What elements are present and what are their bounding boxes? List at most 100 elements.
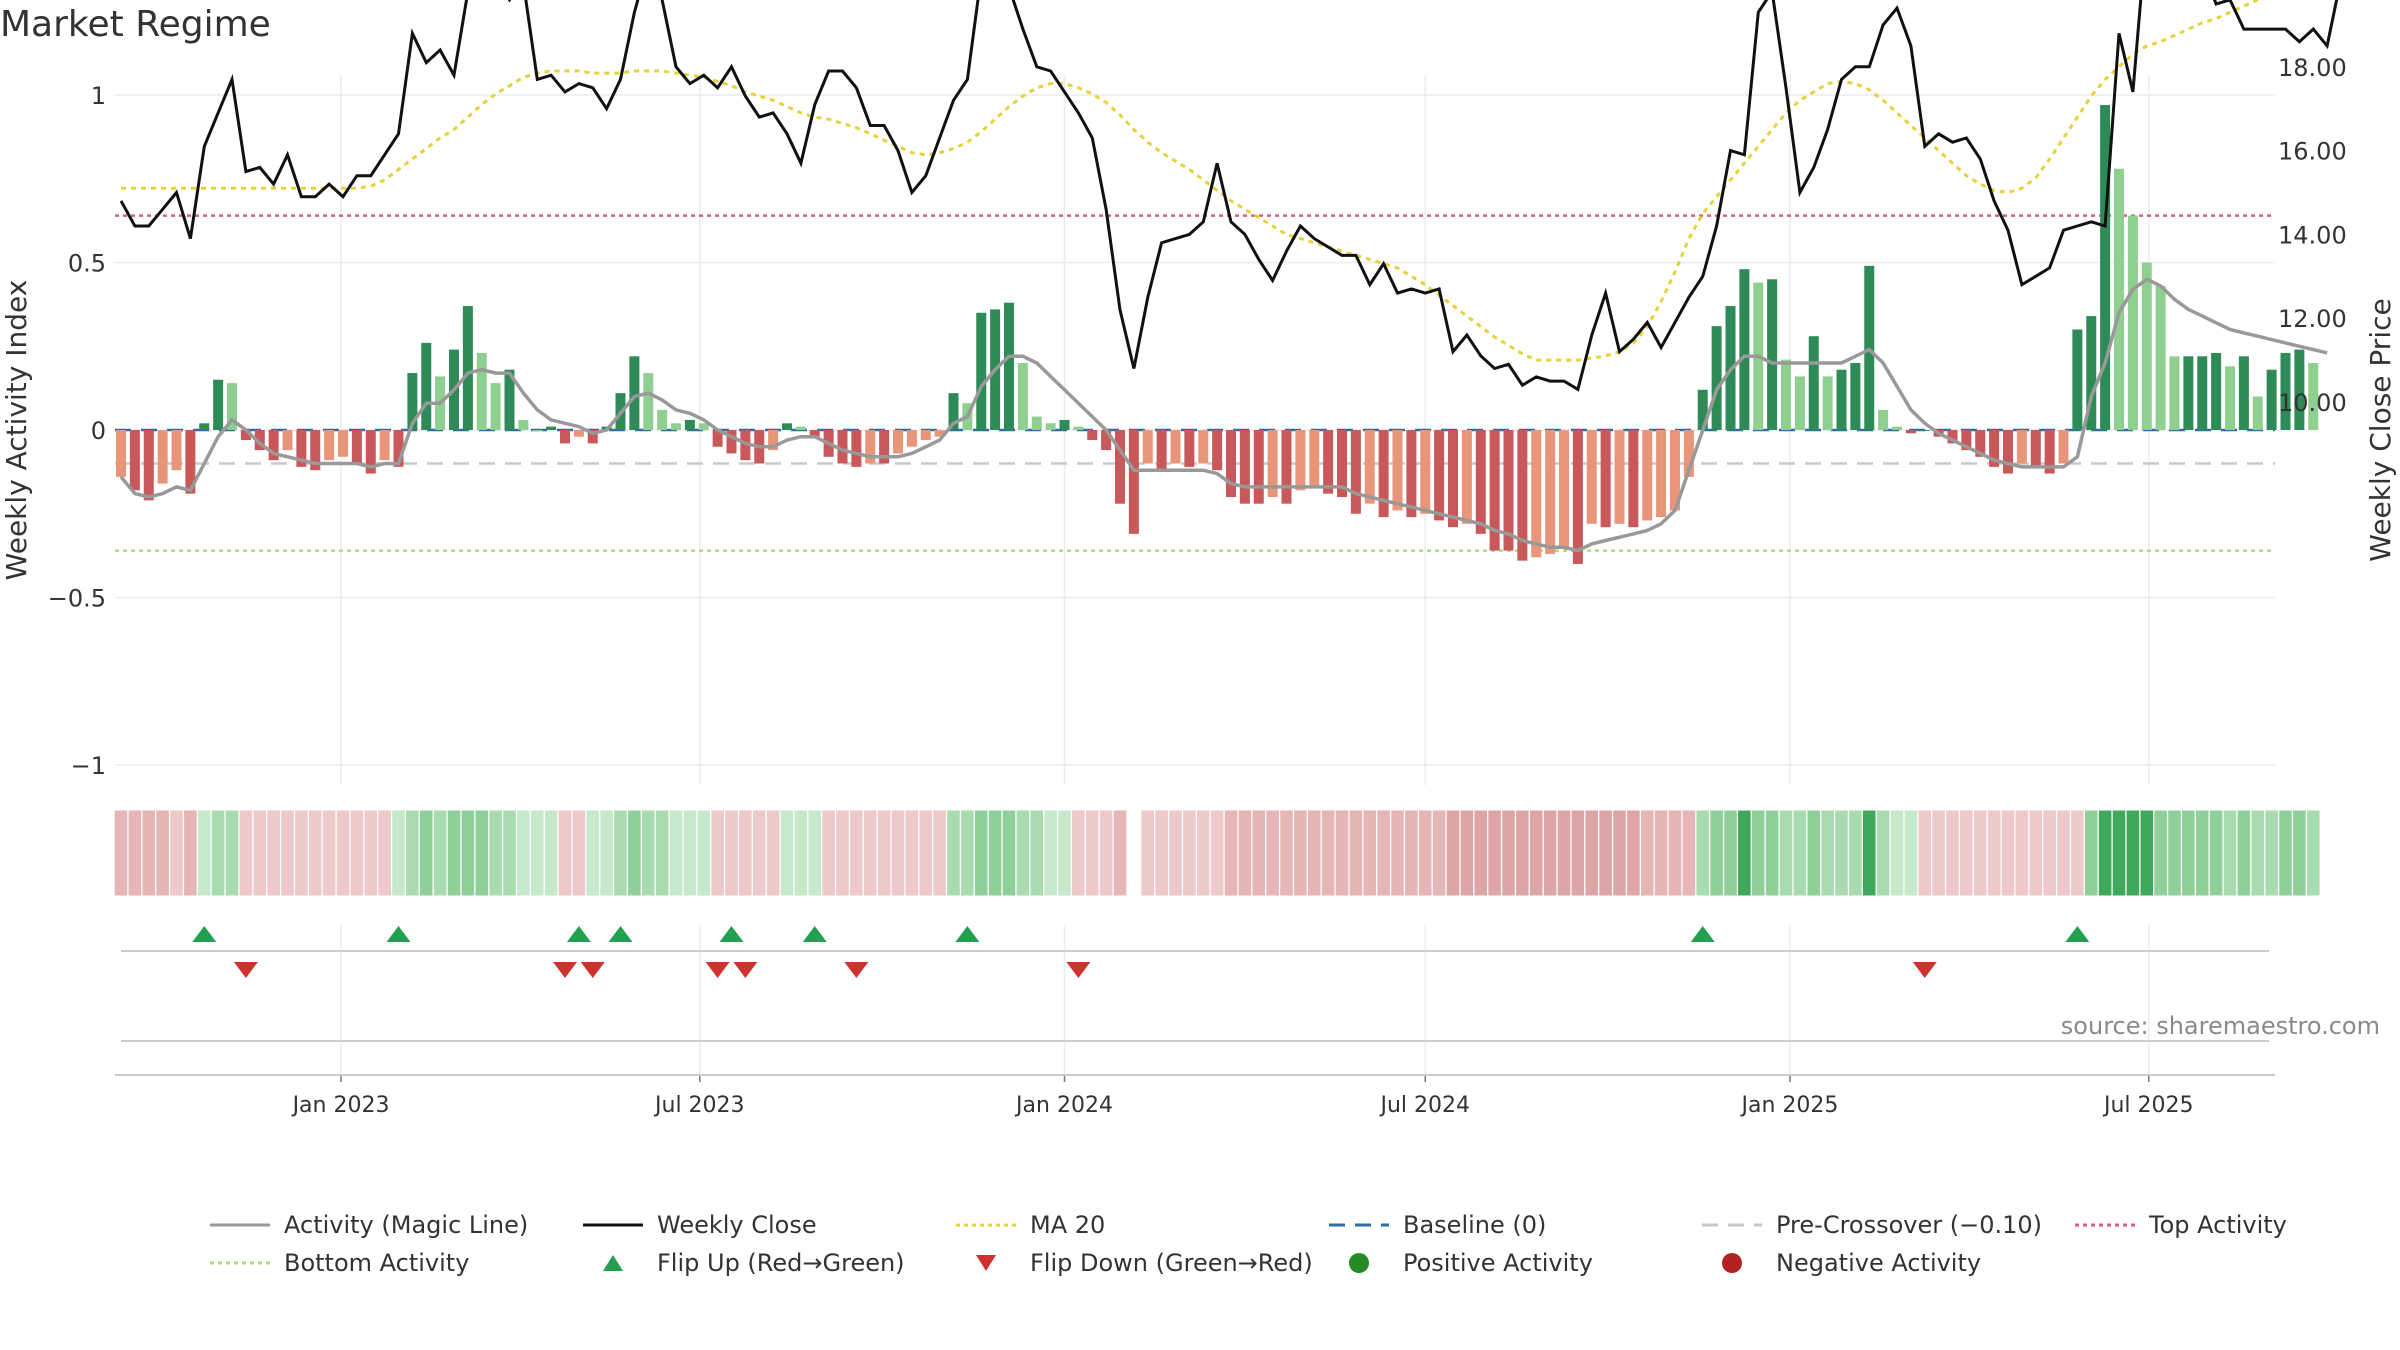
regime-cell xyxy=(516,809,531,897)
regime-cell xyxy=(155,809,170,897)
activity-bar xyxy=(1975,430,1986,457)
activity-bar xyxy=(1947,430,1958,444)
y-tick-label-left: −1 xyxy=(71,752,106,780)
regime-cell xyxy=(1875,809,1891,897)
activity-bar xyxy=(1378,430,1389,518)
regime-cell xyxy=(1057,809,1072,897)
regime-cell xyxy=(876,809,892,897)
x-tick-label: Jan 2025 xyxy=(1740,1093,1839,1118)
regime-cell xyxy=(460,809,476,897)
regime-cell xyxy=(502,809,517,897)
regime-cell xyxy=(765,809,781,897)
legend-item-flip-down: Flip Down (Green→Red) xyxy=(956,1249,1329,1277)
activity-bar xyxy=(1808,336,1819,430)
regime-cell xyxy=(599,809,614,897)
legend-label: Pre-Crossover (−0.10) xyxy=(1776,1211,2043,1239)
regime-cell xyxy=(2097,809,2113,897)
activity-bar xyxy=(2141,262,2152,430)
y-tick-label-right: 16.00 xyxy=(2278,138,2347,166)
x-tick-label: Jul 2024 xyxy=(1378,1093,1470,1118)
regime-cell xyxy=(405,809,420,897)
activity-bar xyxy=(1531,430,1542,558)
flip-up-marker xyxy=(566,926,591,942)
regime-cell xyxy=(751,809,767,897)
activity-bar xyxy=(712,430,723,447)
regime-cell xyxy=(862,809,878,897)
regime-cell xyxy=(904,809,920,897)
series-lines xyxy=(119,0,2339,553)
activity-bar xyxy=(296,430,307,467)
page-title: Market Regime xyxy=(0,4,271,45)
regime-cell xyxy=(1084,809,1100,897)
activity-bar xyxy=(393,430,404,467)
activity-bar xyxy=(338,430,348,457)
activity-bar xyxy=(1101,430,1112,451)
activity-bar xyxy=(1656,430,1667,518)
regime-cell xyxy=(1764,809,1780,897)
activity-bar xyxy=(1850,363,1861,430)
source-note: source: sharemaestro.com xyxy=(2060,1012,2380,1040)
activity-bar xyxy=(1683,430,1694,477)
regime-cell xyxy=(1431,809,1447,897)
flip-down-marker xyxy=(580,962,605,978)
activity-bar xyxy=(2155,285,2166,430)
activity-bar xyxy=(351,430,362,464)
legend-swatch-bottom-activity xyxy=(210,1261,270,1265)
regime-cell xyxy=(1112,809,1128,897)
regime-cell xyxy=(1334,809,1350,897)
flip-down-marker xyxy=(733,962,758,978)
activity-bar xyxy=(310,430,321,471)
regime-cell xyxy=(113,809,129,897)
regime-cell xyxy=(1168,809,1183,897)
flip-down-marker xyxy=(233,962,258,978)
legend-label: Positive Activity xyxy=(1403,1249,1593,1277)
regime-cell xyxy=(446,809,462,897)
activity-bar xyxy=(1628,430,1639,528)
y-tick-label-right: 12.00 xyxy=(2278,305,2347,333)
regime-cell xyxy=(1154,809,1169,897)
activity-bar xyxy=(657,409,668,430)
regime-cell xyxy=(1223,809,1239,897)
regime-cell xyxy=(127,809,143,897)
regime-cell xyxy=(252,809,268,897)
activity-bar xyxy=(2308,363,2319,430)
legend-item-magic-line: Activity (Magic Line) xyxy=(210,1211,583,1239)
regime-cell xyxy=(1612,809,1627,897)
regime-cell xyxy=(1792,809,1808,897)
activity-bar xyxy=(1045,423,1056,430)
regime-cell xyxy=(682,809,698,897)
regime-cell xyxy=(1709,809,1724,897)
activity-bar xyxy=(2016,430,2027,464)
activity-bar xyxy=(1142,430,1153,464)
activity-bar xyxy=(1448,430,1458,528)
regime-cell xyxy=(2236,809,2252,897)
regime-cell xyxy=(266,809,281,897)
regime-cell xyxy=(2153,809,2168,897)
flip-down-marker xyxy=(553,962,577,978)
activity-bar xyxy=(1919,430,1930,431)
regime-cell xyxy=(1750,809,1766,897)
activity-bar xyxy=(2003,430,2013,474)
activity-bar xyxy=(1739,269,1750,430)
activity-bar xyxy=(546,426,557,430)
activity-bar xyxy=(1697,389,1708,430)
y-tick-label-left: 0 xyxy=(91,417,106,445)
regime-cell xyxy=(2222,809,2238,897)
activity-bar xyxy=(2114,168,2124,430)
activity-bar xyxy=(2030,430,2041,467)
regime-cell xyxy=(1959,809,1974,897)
regime-cell xyxy=(2167,809,2182,897)
regime-cell xyxy=(1945,809,1960,897)
regime-cell xyxy=(1279,809,1294,897)
regime-cell xyxy=(2264,809,2279,897)
activity-bar xyxy=(1614,430,1625,524)
grid-layer xyxy=(115,75,2275,1075)
activity-bar xyxy=(1239,430,1250,504)
activity-bar xyxy=(2086,316,2097,430)
activity-bar xyxy=(2058,430,2069,464)
legend-swatch-flip-down xyxy=(976,1255,996,1271)
activity-bar xyxy=(1767,279,1778,430)
activity-bar xyxy=(1184,430,1195,467)
activity-bar xyxy=(1073,426,1084,430)
legend-swatch-flip-up xyxy=(603,1255,623,1271)
